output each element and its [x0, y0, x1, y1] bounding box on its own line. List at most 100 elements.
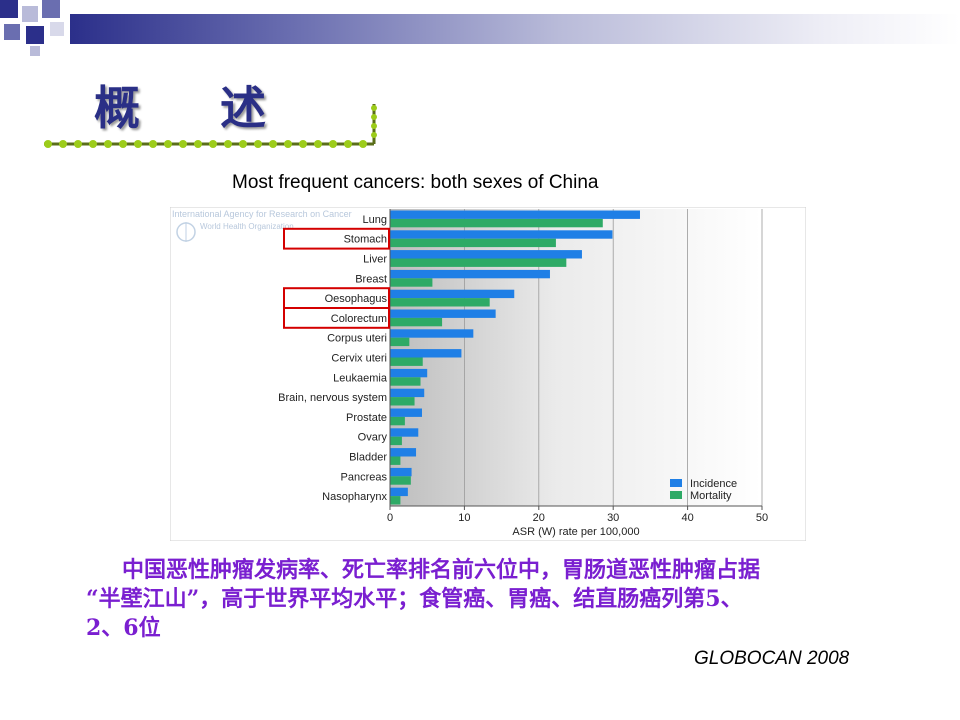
bar-mortality: [390, 496, 401, 505]
vine-leaf: [194, 140, 202, 148]
vine-leaf: [329, 140, 337, 148]
category-label: Corpus uteri: [327, 333, 387, 345]
bar-incidence: [390, 408, 422, 417]
who-logo: World Health Organization: [176, 222, 294, 242]
vine-leaf: [104, 140, 112, 148]
category-label: Cervix uteri: [331, 353, 387, 365]
bar-mortality: [390, 298, 490, 307]
vine-leaf: [44, 140, 52, 148]
legend-label: Incidence: [690, 478, 737, 490]
bar-incidence: [390, 388, 425, 398]
bar-mortality: [390, 357, 423, 366]
vine-leaf: [179, 140, 187, 148]
header-gradient-bar: [70, 14, 960, 44]
category-label: Oesophagus: [325, 293, 388, 305]
bar-incidence: [390, 269, 550, 279]
bar-mortality: [390, 377, 421, 386]
legend-label: Mortality: [690, 490, 732, 502]
category-label: Bladder: [349, 452, 387, 464]
cancer-bar-chart: International Agency for Research on Can…: [170, 207, 806, 541]
category-label: Brain, nervous system: [278, 392, 387, 404]
vine-leaf: [371, 123, 377, 129]
deco-square: [0, 0, 18, 18]
vine-leaf: [254, 140, 262, 148]
category-label: Breast: [355, 273, 387, 285]
caption-line-2: “半壁江山”，高于世界平均水平；食管癌、胃癌、结直肠癌列第5、: [86, 586, 743, 612]
x-tick-label: 10: [458, 512, 470, 524]
bar-incidence: [390, 349, 462, 358]
vine-leaf: [149, 140, 157, 148]
category-label: Stomach: [344, 234, 387, 246]
vine-leaf: [224, 140, 232, 148]
vine-leaf: [239, 140, 247, 148]
bar-mortality: [390, 238, 556, 248]
vine-leaf: [371, 114, 377, 120]
bar-incidence: [390, 428, 419, 437]
bar-incidence: [390, 289, 515, 299]
bar-mortality: [390, 436, 402, 446]
bar-mortality: [390, 278, 433, 287]
deco-square: [22, 6, 38, 22]
x-tick-label: 30: [607, 512, 619, 524]
bar-mortality: [390, 337, 410, 347]
x-tick-label: 0: [387, 512, 393, 524]
bar-mortality: [390, 317, 443, 327]
bar-mortality: [390, 456, 401, 465]
bar-mortality: [390, 218, 603, 228]
source-credit: GLOBOCAN 2008: [694, 648, 850, 669]
bar-incidence: [390, 329, 474, 338]
bar-incidence: [390, 309, 496, 318]
bar-mortality: [390, 416, 405, 426]
bar-mortality: [390, 397, 415, 406]
vine-leaf: [371, 132, 377, 138]
highlight-box: [283, 307, 390, 329]
x-tick-label: 50: [756, 512, 768, 524]
vine-leaf: [344, 140, 352, 148]
bar-incidence: [390, 487, 408, 497]
watermark-text: International Agency for Research on Can…: [172, 209, 352, 219]
deco-square: [30, 46, 40, 56]
x-tick-label: 20: [533, 512, 545, 524]
caption-line-1-text: 中国恶性肿瘤发病率、死亡率排名前六位中，胃肠道恶性肿瘤占据: [122, 557, 761, 583]
vine-leaf: [314, 140, 322, 148]
category-label: Prostate: [346, 412, 387, 424]
deco-square: [42, 0, 60, 18]
bar-incidence: [390, 368, 428, 378]
bar-incidence: [390, 467, 412, 477]
vine-leaf: [89, 140, 97, 148]
deco-square: [4, 24, 20, 40]
vine-leaf: [269, 140, 277, 148]
deco-square: [26, 26, 44, 44]
caption: 中国恶性肿瘤发病率、死亡率排名前六位中，胃肠道恶性肿瘤占据 “半壁江山”，高于世…: [86, 556, 906, 643]
header-band: [0, 0, 960, 56]
caption-line-1: 中国恶性肿瘤发病率、死亡率排名前六位中，胃肠道恶性肿瘤占据: [86, 556, 906, 585]
deco-square: [50, 22, 64, 36]
category-label: Lung: [363, 214, 387, 226]
x-tick-label: 40: [681, 512, 693, 524]
vine-leaf: [59, 140, 67, 148]
x-axis-label: ASR (W) rate per 100,000: [512, 526, 639, 538]
chart-title: Most frequent cancers: both sexes of Chi…: [232, 172, 599, 193]
category-label: Leukaemia: [333, 372, 388, 384]
legend-swatch: [670, 479, 682, 487]
caption-line-3: 2、6位: [86, 615, 161, 641]
bar-incidence: [390, 230, 613, 239]
bar-mortality: [390, 258, 567, 267]
category-label: Colorectum: [331, 313, 387, 325]
bar-incidence: [390, 210, 640, 219]
category-label: Liver: [363, 254, 387, 266]
vine-decoration: [44, 104, 377, 148]
vine-leaf: [164, 140, 172, 148]
vine-leaf: [371, 105, 377, 111]
vine-leaf: [299, 140, 307, 148]
vine-leaf: [74, 140, 82, 148]
bar-incidence: [390, 250, 582, 259]
vine-leaf: [284, 140, 292, 148]
highlight-box: [283, 227, 390, 250]
vine-leaf: [119, 140, 127, 148]
category-label: Ovary: [358, 432, 388, 444]
who-logo-text: World Health Organization: [200, 222, 294, 231]
vine-leaf: [359, 140, 367, 148]
bar-mortality: [390, 476, 411, 485]
vine-leaf: [209, 140, 217, 148]
